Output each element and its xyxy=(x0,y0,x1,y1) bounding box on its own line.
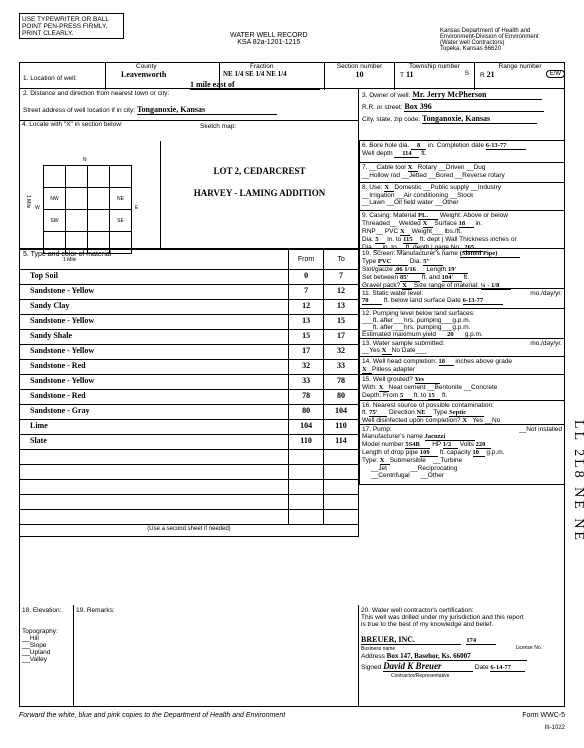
instruction-text: USE TYPEWRITER OR BALL POINT PEN-PRESS F… xyxy=(22,16,109,37)
county-label: County xyxy=(106,63,219,70)
csz-label: City, state, zip code: xyxy=(362,116,420,123)
material-row: Sandy Clay1213 xyxy=(20,300,359,315)
county-val: Leavenworth xyxy=(106,70,219,79)
addr-label: Street address of well location if in ci… xyxy=(23,107,135,114)
agency-4: Topeka, Kansas 66620 xyxy=(440,46,539,52)
material-row: Sandstone - Red7880 xyxy=(20,390,359,405)
topo-label: Topography: xyxy=(22,628,58,635)
q4-label: 4. Locate with "X" in section below: xyxy=(20,119,125,130)
section-grid: NWNE SWSE W E N 1 Mile 1 Mile xyxy=(43,165,132,254)
loc-label: 1. Location of well: xyxy=(23,75,77,82)
q18-label: 18. Elevation: xyxy=(22,607,61,614)
title-2: KSA 82a-1201-1215 xyxy=(230,39,308,46)
materials-table: 5. Type and color of material From To To… xyxy=(19,249,359,537)
q20-label: 20. Water well contractor's certificatio… xyxy=(361,607,474,614)
box-val: Box 396 xyxy=(404,102,544,112)
completion-date: 6-13-77 xyxy=(486,142,526,150)
business-name: BREUER, INC. xyxy=(361,635,461,645)
township-label: Township number xyxy=(395,63,474,70)
addition-text: HARVEY - LAMING ADDITION xyxy=(161,188,358,198)
footer-note: Forward the white, blue and pink copies … xyxy=(19,712,285,719)
material-row: Sandy Shale1517 xyxy=(20,330,359,345)
material-row: Sandstone - Yellow1732 xyxy=(20,345,359,360)
material-row: Top Soil07 xyxy=(20,270,359,285)
rr-label: R.R. or street: xyxy=(362,104,402,111)
range-val: 21 xyxy=(487,70,495,79)
grouted: Yes xyxy=(415,376,440,384)
section-val: 10 xyxy=(325,70,394,79)
well-depth: 114 xyxy=(394,150,419,158)
title-1: WATER WELL RECORD xyxy=(230,32,308,39)
addr-val: Tonganoxie, Kansas xyxy=(137,105,277,115)
contamination-type: Septic xyxy=(449,409,484,417)
signature: David K Breuer xyxy=(383,661,473,672)
city-val: Tonganoxie, Kansas xyxy=(422,114,537,124)
business-addr: Box 147, Basehor, Ks. 66007 xyxy=(387,652,527,661)
material-row: Sandstone - Yellow712 xyxy=(20,285,359,300)
township-val: 11 xyxy=(406,70,414,79)
owner-val: Mr. Jerry McPherson xyxy=(412,90,542,100)
material-row: Sandstone - Red3233 xyxy=(20,360,359,375)
material-row: Sandstone - Yellow1315 xyxy=(20,315,359,330)
dist-val: 1 mile east of xyxy=(190,80,320,90)
static-level: 70 xyxy=(362,297,382,305)
material-row: Sandstone - Gray80104 xyxy=(20,405,359,420)
material-row: Slate110114 xyxy=(20,435,359,450)
q2-label: 2. Distance and direction from nearest t… xyxy=(20,89,358,98)
range-label: Range number xyxy=(475,63,565,70)
lot-text: LOT 2, CEDARCREST xyxy=(161,166,358,176)
q3-label: 3. Owner of well: xyxy=(362,92,410,99)
fraction-label: Fraction xyxy=(220,63,324,70)
fraction-val: NE 1/4 SE 1/4 NE 1/4 xyxy=(220,70,324,78)
margin-note: LL 2L8 NE NE xyxy=(570,420,584,543)
screen-mfr: (Slotted Pipe) xyxy=(460,250,520,258)
license-no: 174 xyxy=(466,637,496,645)
form-code: Form WWC-5 xyxy=(522,712,565,719)
material-row: Sandstone - Yellow3378 xyxy=(20,375,359,390)
pump-mfr: Jacuzzi xyxy=(425,433,475,441)
footer-code: III-1022 xyxy=(545,725,565,731)
q19-label: 19. Remarks: xyxy=(76,607,115,614)
material-row: Lime104110 xyxy=(20,420,359,435)
sketch-label: Sketch map: xyxy=(200,123,236,130)
max-yield: 20 xyxy=(438,331,463,339)
section-label: Section number xyxy=(325,63,394,70)
sign-date: 6-14-77 xyxy=(490,664,525,672)
